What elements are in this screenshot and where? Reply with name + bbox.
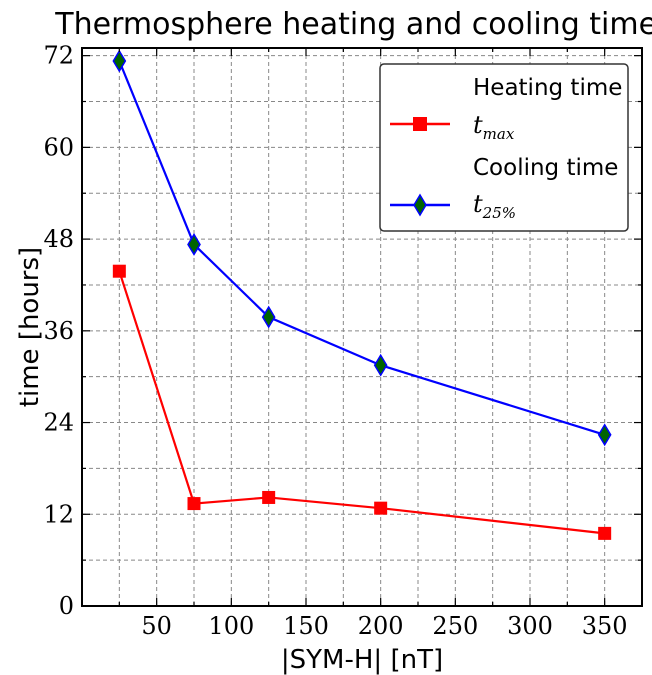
legend-cooling-header: Cooling time [473,155,618,181]
data-point-t25 [597,423,612,447]
ticks: 50 100 150 200 250 300 350 0 12 24 36 48 60 72 [43,42,642,640]
legend-entry-tmax: tmax [390,111,515,143]
series-layer [112,49,612,540]
x-tick-label: 200 [358,612,404,640]
data-point-tmax [262,490,276,504]
legend-t25-marker [413,193,427,217]
data-point-tmax [374,501,388,515]
data-point-t25 [261,305,276,329]
x-tick-label: 250 [432,612,478,640]
x-tick-label: 150 [283,612,329,640]
y-tick-label: 72 [43,42,74,70]
y-tick-label: 36 [43,317,74,345]
legend-tmax-marker [413,117,427,131]
data-point-t25 [373,353,388,377]
data-point-tmax [187,497,201,511]
y-tick-label: 48 [43,225,74,253]
chart-title: Thermosphere heating and cooling times [54,7,652,42]
x-tick-label: 100 [208,612,254,640]
legend-t25-label: t25% [473,190,516,222]
x-tick-label: 50 [141,612,172,640]
legend: Heating time tmax Cooling time t25% [379,63,629,232]
data-point-t25 [112,49,127,73]
data-point-tmax [598,526,612,540]
legend-entry-t25: t25% [390,190,516,222]
data-point-tmax [112,264,126,278]
x-axis-label: |SYM-H| [nT] [281,645,443,675]
x-tick-label: 300 [507,612,553,640]
y-tick-label: 0 [59,592,74,620]
x-tick-label: 350 [582,612,628,640]
plot-frame [81,47,643,607]
y-tick-label: 24 [43,409,74,437]
y-tick-label: 60 [43,133,74,161]
data-point-t25 [187,232,201,256]
legend-box [379,63,629,232]
legend-heating-header: Heating time [473,75,622,101]
series-line-0 [118,270,605,535]
y-tick-label: 12 [43,500,74,528]
y-axis-label: time [hours] [15,247,45,407]
legend-tmax-label: tmax [473,111,515,143]
